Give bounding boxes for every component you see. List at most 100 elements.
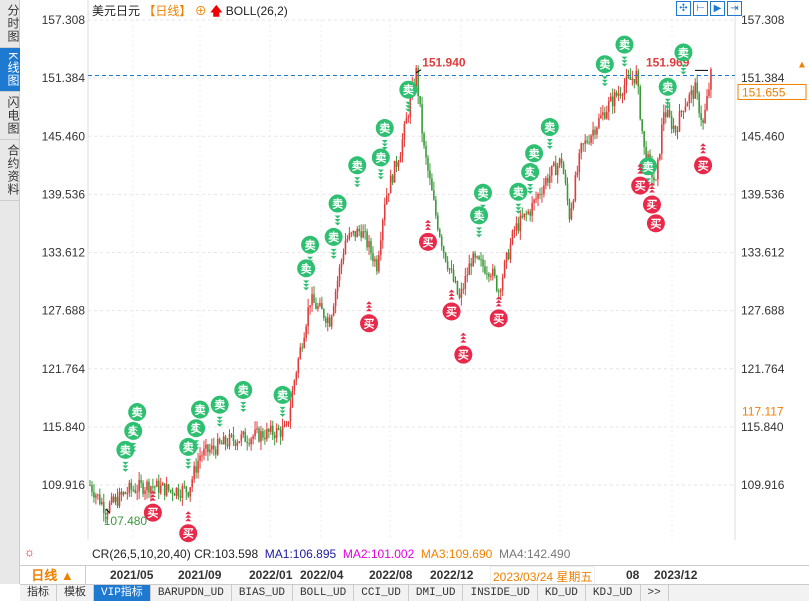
candle-body	[492, 268, 494, 276]
candle-body	[368, 241, 370, 248]
candle-body	[130, 482, 133, 490]
sell-signal-circle	[399, 80, 418, 99]
candle-body	[558, 158, 561, 166]
up-arrow-icon	[648, 189, 655, 193]
candle-body	[275, 427, 278, 439]
crosshair-icon[interactable]: ✣	[676, 1, 691, 16]
candle-body	[132, 489, 135, 491]
tab-flash-chart[interactable]: 闪电图	[0, 92, 20, 141]
tab-contract-info[interactable]: 合约资料	[0, 140, 20, 202]
candle-body	[643, 131, 645, 147]
candle-body	[146, 481, 148, 491]
down-arrow-icon	[330, 248, 337, 252]
buy-signal-label: 买	[646, 199, 657, 212]
tab-kd-ud[interactable]: KD_UD	[538, 585, 586, 601]
buy-signal-label: 买	[650, 217, 661, 230]
y-tick-right: 127.688	[741, 304, 785, 318]
down-arrow-icon	[405, 108, 412, 112]
sell-signal-label: 卖	[301, 261, 312, 275]
sell-signal: 卖	[658, 77, 677, 109]
up-arrow-icon	[495, 303, 502, 307]
tab--[interactable]: 指标	[20, 585, 57, 601]
down-arrow-icon	[601, 76, 608, 80]
y-tick-right: 151.384	[741, 71, 785, 85]
down-arrow-icon	[480, 204, 486, 208]
candle-body	[163, 483, 166, 496]
candle-body	[645, 146, 647, 163]
tab-kline[interactable]: K线图	[0, 48, 20, 93]
candle-body	[283, 424, 286, 427]
candle-body	[484, 266, 486, 274]
y-tick-left: 145.460	[42, 129, 86, 143]
y-tick-left: 109.916	[42, 478, 86, 492]
tab--[interactable]: >>	[641, 585, 669, 601]
tab-vip-[interactable]: VIP指标	[94, 585, 151, 601]
candle-body	[303, 337, 305, 348]
candle-body	[566, 183, 569, 201]
down-arrow-icon	[680, 71, 687, 75]
settings-sun-icon[interactable]: ☼	[24, 545, 35, 559]
candle-body	[277, 427, 280, 430]
candle-body	[159, 485, 162, 493]
tab-boll-ud[interactable]: BOLL_UD	[293, 585, 355, 601]
sell-signal-label: 卖	[328, 230, 339, 244]
down-arrow-icon	[216, 416, 223, 420]
candle-body	[264, 437, 266, 440]
tab-inside-ud[interactable]: INSIDE_UD	[463, 585, 538, 601]
up-arrow-icon	[185, 518, 192, 522]
price-chart[interactable]: 157.308 157.308 151.384 151.384 145.460 145.4…	[0, 0, 809, 565]
candle-body	[338, 267, 341, 281]
sell-signal: 卖	[371, 148, 390, 180]
candle-body	[572, 200, 575, 209]
sell-signal: 卖	[525, 144, 544, 176]
candle-body	[688, 94, 691, 104]
timeframe[interactable]: 【日线】	[143, 4, 192, 18]
buy-signal-label: 买	[698, 159, 709, 172]
candle-body	[309, 305, 311, 308]
candle-body	[639, 86, 641, 120]
tab-cci-ud[interactable]: CCI_UD	[354, 585, 409, 601]
tab-barupdn-ud[interactable]: BARUPDN_UD	[151, 585, 232, 601]
zoom-range-icon[interactable]: ⊢	[693, 1, 708, 16]
candle-body	[244, 431, 247, 442]
tab-kdj-ud[interactable]: KDJ_UD	[586, 585, 641, 601]
candle-body	[122, 492, 125, 495]
candle-body	[311, 294, 313, 306]
candle-body	[403, 123, 406, 140]
sidebar: 分时图 K线图 闪电图 合约资料	[0, 0, 20, 584]
candle-body	[507, 252, 510, 260]
candle-body	[289, 407, 292, 422]
candle-body	[116, 496, 119, 507]
up-arrow-icon	[185, 514, 192, 518]
down-arrow-icon	[546, 139, 553, 143]
period-selector[interactable]: 日线 ▲	[20, 566, 86, 585]
buy-signal-circle	[360, 314, 379, 333]
tab--[interactable]: 模板	[57, 585, 94, 601]
tab-time-sharing[interactable]: 分时图	[0, 0, 20, 48]
low-label: 107.480	[104, 514, 148, 528]
candle-body	[380, 240, 382, 256]
down-arrow-icon	[515, 207, 522, 211]
down-arrow-icon	[546, 146, 553, 150]
step-forward-icon[interactable]: ▶	[710, 1, 725, 16]
indicator-name[interactable]: BOLL(26,2)	[225, 4, 288, 18]
down-arrow-icon	[381, 143, 388, 147]
candle-body	[706, 95, 708, 111]
sell-signal: 卖	[348, 156, 367, 188]
candle-body	[517, 223, 520, 232]
candle-body	[252, 436, 254, 439]
down-arrow-icon	[531, 168, 538, 172]
y-tick-right: 139.536	[741, 187, 785, 201]
crosshair-circle-icon[interactable]: ⊕	[194, 4, 207, 18]
buy-signal-circle	[646, 214, 665, 233]
low-marker	[105, 508, 111, 514]
red-up-arrow-icon[interactable]: 🡅	[210, 4, 223, 18]
down-arrow-icon	[307, 260, 314, 264]
candle-body	[635, 70, 638, 84]
candle-body	[527, 211, 529, 214]
tab-dmi-ud[interactable]: DMI_UD	[409, 585, 464, 601]
candle-body	[444, 252, 447, 262]
tab-bias-ud[interactable]: BIAS_UD	[232, 585, 294, 601]
jump-end-icon[interactable]: ⇥	[727, 1, 742, 16]
down-arrow-icon	[621, 63, 628, 67]
